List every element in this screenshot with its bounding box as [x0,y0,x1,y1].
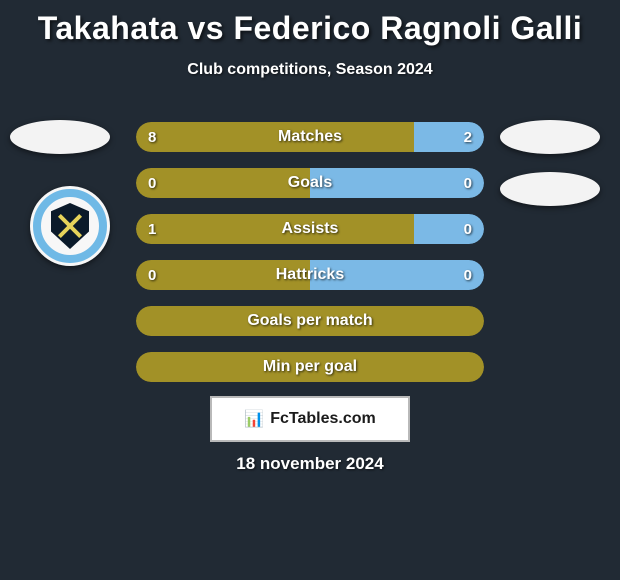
stat-left-segment [136,168,310,198]
stat-row: Matches 8 2 [136,122,484,152]
brand-badge: 📊 FcTables.com [210,396,410,442]
brand-text: FcTables.com [270,410,376,428]
oval-placeholder-icon [500,172,600,206]
stats-bars: Matches 8 2 Goals 0 0 Assists 1 0 [136,122,484,398]
club-badge-icon [30,186,110,266]
stat-left-segment [136,214,414,244]
stat-label: Hattricks [276,266,344,284]
player1-placeholder [10,120,110,154]
stat-left-value: 1 [148,214,156,244]
player2-club-placeholder [500,172,600,206]
stat-right-value: 2 [464,122,472,152]
stat-row: Hattricks 0 0 [136,260,484,290]
subtitle: Club competitions, Season 2024 [0,61,620,79]
stat-right-value: 0 [464,168,472,198]
page-title: Takahata vs Federico Ragnoli Galli [0,0,620,47]
oval-placeholder-icon [10,120,110,154]
chart-icon: 📊 [244,409,264,429]
stat-label: Min per goal [263,358,357,376]
player2-placeholder [500,120,600,154]
stat-left-value: 0 [148,168,156,198]
oval-placeholder-icon [500,120,600,154]
stat-right-value: 0 [464,214,472,244]
stat-left-value: 0 [148,260,156,290]
stat-label: Goals [288,174,332,192]
stat-row: Goals 0 0 [136,168,484,198]
player1-club-badge [30,186,110,266]
stat-label: Goals per match [247,312,372,330]
stat-row: Assists 1 0 [136,214,484,244]
stat-right-segment [414,122,484,152]
stat-label: Matches [278,128,342,146]
stat-left-segment [136,122,414,152]
stat-row: Min per goal [136,352,484,382]
comparison-card: Takahata vs Federico Ragnoli Galli Club … [0,0,620,580]
date-text: 18 november 2024 [0,454,620,474]
stat-label: Assists [282,220,339,238]
stat-row: Goals per match [136,306,484,336]
stat-left-value: 8 [148,122,156,152]
stat-right-segment [310,168,484,198]
stat-right-value: 0 [464,260,472,290]
stat-right-segment [414,214,484,244]
